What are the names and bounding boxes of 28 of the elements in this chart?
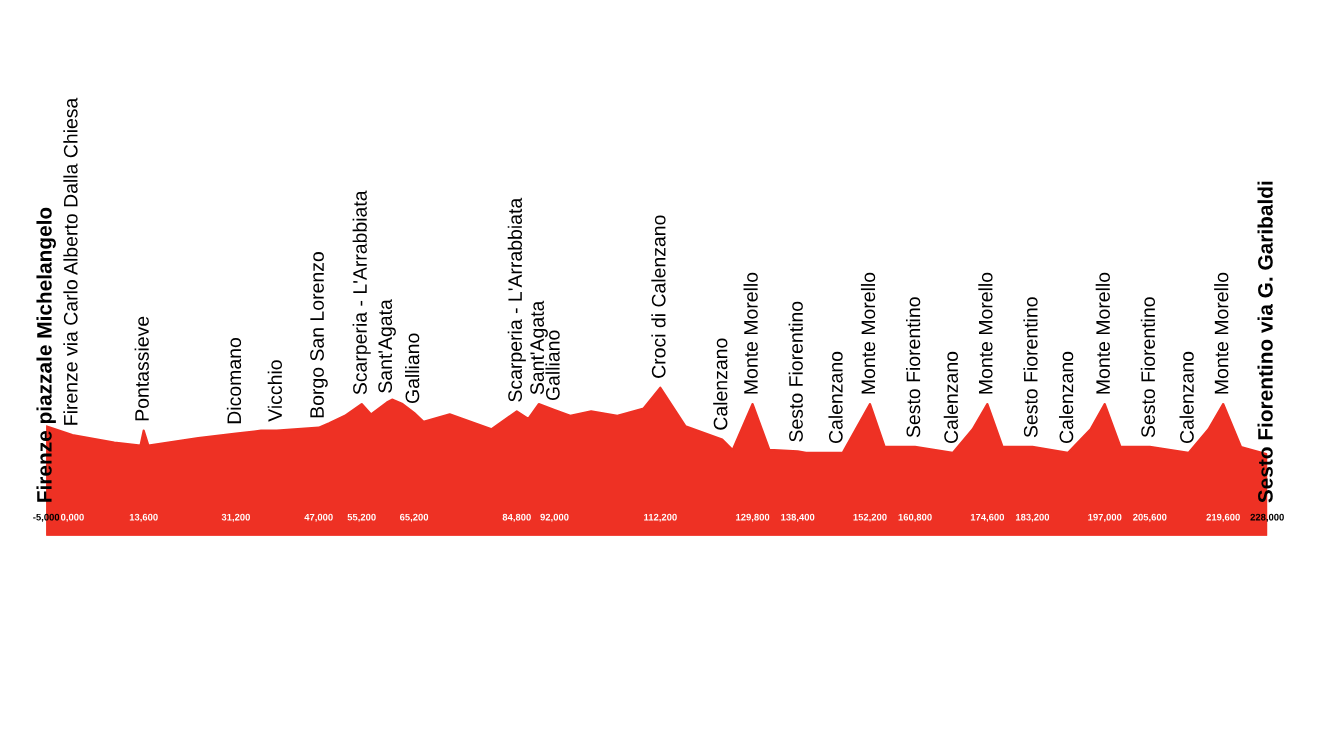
annotation: Sesto Fiorentino	[788, 301, 803, 442]
annotation: Borgo San Lorenzo	[310, 252, 328, 418]
annotation: Monte Morello	[1214, 272, 1229, 394]
annotation: Monte Morello	[860, 272, 876, 394]
annotation: Sesto Fiorentino via G. Garibaldi	[1257, 181, 1273, 503]
annotation: Vicchio	[267, 360, 282, 422]
annotation: Calenzano	[1179, 351, 1194, 444]
annotation: Sesto Fiorentino	[1023, 297, 1038, 438]
annotation: Firenze via Carlo Alberto Dalla Chiesa	[63, 97, 78, 425]
annotation: Firenze piazzale Michelangelo	[36, 207, 56, 502]
annotation: Sant'Agata	[530, 300, 548, 395]
annotation: Sant'Agata	[378, 299, 396, 393]
annotation: Monte Morello	[1095, 272, 1110, 394]
annotation: Scarperia - L'Arrabbiata	[507, 197, 526, 402]
annotation: Monte Morello	[743, 272, 758, 394]
annotation: Dicomano	[226, 338, 242, 424]
annotation: Pontassieve	[134, 316, 149, 421]
annotation: Scarperia - L'Arrabbiata	[352, 190, 371, 395]
annotation: Monte Morello	[978, 272, 993, 394]
annotation: Galliano	[405, 333, 420, 404]
annotation: Sesto Fiorentino	[1140, 297, 1156, 438]
annotation: Galliano	[545, 330, 560, 401]
annotation: Sesto Fiorentino	[905, 297, 921, 438]
annotation: Calenzano	[828, 351, 843, 444]
annotation: Calenzano	[1059, 351, 1074, 444]
annotation: Calenzano	[943, 351, 958, 444]
annotation: Croci di Calenzano	[651, 215, 666, 378]
annotation: Calenzano	[713, 338, 728, 430]
